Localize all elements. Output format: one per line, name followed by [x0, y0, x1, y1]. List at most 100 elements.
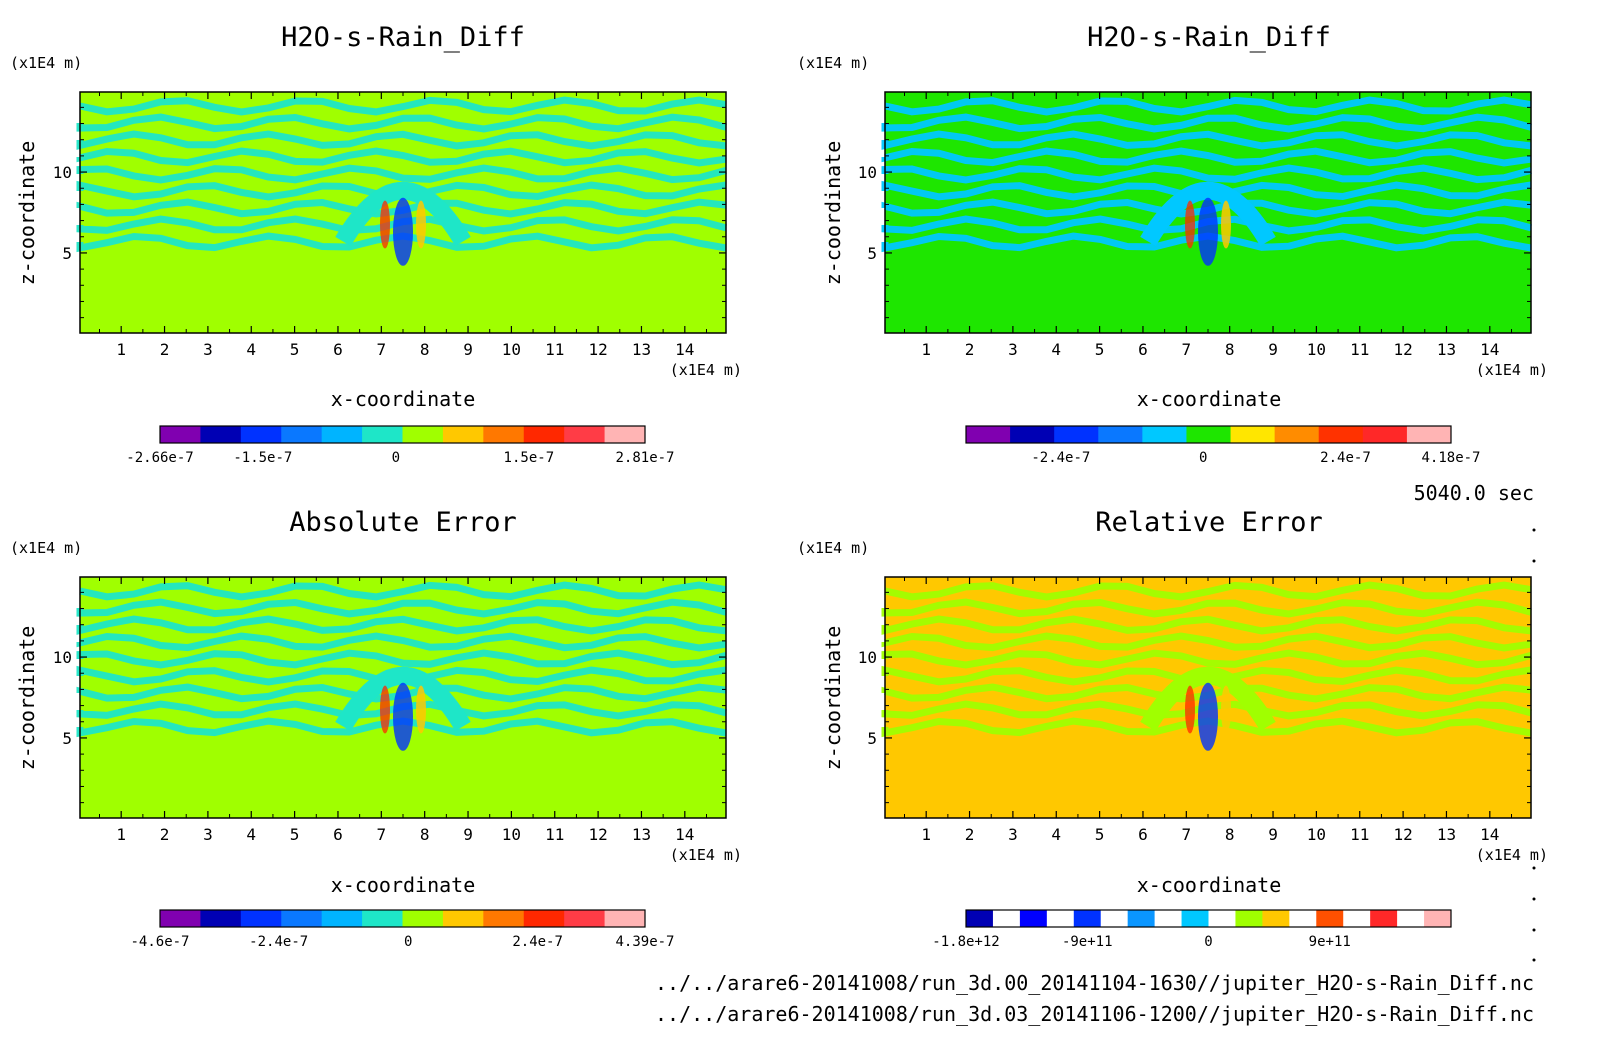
file-path-2: ../../arare6-20141008/run_3d.03_20141106…: [655, 1002, 1534, 1026]
colorbar-frame: [159, 425, 646, 444]
panel-3-x-label: x-coordinate: [331, 873, 476, 897]
x-tick-label: 12: [588, 825, 607, 844]
x-tick-label: 11: [545, 340, 564, 359]
x-tick-label: 12: [1393, 340, 1412, 359]
colorbar-swatch: [1370, 910, 1398, 927]
central-plume: [335, 182, 471, 266]
x-tick-label: 9: [1268, 340, 1278, 359]
panel-4-y-unit: (x1E4 m): [797, 539, 869, 557]
field-contour: [881, 198, 1532, 218]
colorbar-tick-label: -1.8e+12: [932, 934, 999, 950]
field-contour: [76, 198, 727, 218]
colorbar-swatch: [402, 426, 444, 443]
x-tick-label: 5: [290, 340, 300, 359]
x-tick-label: 7: [1182, 825, 1192, 844]
colorbar-swatch: [1046, 910, 1075, 927]
y-tick-label: 5: [867, 244, 877, 263]
colorbar-swatch: [1073, 910, 1102, 927]
field-contour: [881, 130, 1532, 150]
panel-2-colorbar: -2.4e-7 0 2.4e-7 4.18e-7: [965, 425, 1481, 466]
x-tick-label: 5: [1095, 825, 1105, 844]
colorbar-swatch: [1019, 910, 1048, 927]
x-tick-label: 1: [921, 340, 931, 359]
x-tick-label: 3: [1008, 340, 1018, 359]
colorbar-swatch: [1142, 426, 1187, 443]
field-contour: [76, 598, 727, 618]
field-contour: [76, 649, 727, 669]
colorbar-swatch: [1406, 426, 1452, 443]
colorbar-swatch: [160, 910, 201, 927]
time-label: 5040.0 sec: [1414, 481, 1534, 505]
colorbar-swatch: [992, 910, 1021, 927]
x-tick-label: 13: [632, 825, 651, 844]
colorbar-swatch: [1127, 910, 1156, 927]
field-contour: [76, 164, 727, 184]
colorbar-tick-label: -2.4e-7: [249, 934, 308, 950]
colorbar-swatch: [564, 910, 606, 927]
panel-1-x-unit: (x1E4 m): [670, 361, 742, 379]
x-tick-label: 14: [675, 825, 694, 844]
x-tick-label: 10: [1307, 340, 1326, 359]
colorbar-swatch: [604, 426, 646, 443]
panel-3-colorbar: -4.6e-7 -2.4e-7 0 2.4e-7 4.39e-7: [130, 909, 675, 950]
colorbar-swatch: [321, 910, 363, 927]
colorbar-swatch: [966, 910, 994, 927]
panel-3-x-unit: (x1E4 m): [670, 846, 742, 864]
x-tick-label: 4: [1051, 340, 1061, 359]
field-contour: [881, 649, 1532, 669]
field-contour: [881, 683, 1532, 703]
y-tick-label: 10: [53, 648, 72, 667]
colorbar-tick-label: 0: [392, 450, 400, 466]
panel-2-x-unit: (x1E4 m): [1476, 361, 1548, 379]
y-tick-label: 10: [53, 163, 72, 182]
central-plume: [1140, 182, 1276, 266]
x-tick-label: 1: [921, 825, 931, 844]
x-tick-label: 6: [333, 340, 343, 359]
x-tick-label: 13: [1437, 825, 1456, 844]
colorbar-swatch: [160, 426, 201, 443]
field-contour: [76, 615, 727, 635]
x-tick-label: 2: [160, 340, 170, 359]
colorbar-swatch: [604, 910, 646, 927]
panel-3-y-unit: (x1E4 m): [10, 539, 82, 557]
x-tick-label: 5: [290, 825, 300, 844]
field-pattern: [76, 581, 727, 738]
colorbar-tick-label: 4.39e-7: [615, 934, 674, 950]
panel-4-title: Relative Error: [1095, 507, 1323, 538]
colorbar-tick-label: -1.5e-7: [233, 450, 292, 466]
x-tick-label: 8: [1225, 340, 1235, 359]
panel-2: H2O-s-Rain_Diff (x1E4 m) (x1E4 m) x-coor…: [797, 22, 1548, 466]
colorbar-tick-label: -4.6e-7: [130, 934, 189, 950]
colorbar-swatch: [1054, 426, 1099, 443]
field-contour: [881, 717, 1532, 738]
panel-3-title: Absolute Error: [289, 507, 517, 538]
colorbar-tick-label: 4.18e-7: [1421, 450, 1480, 466]
colorbar-tick-label: 0: [1199, 450, 1207, 466]
x-tick-label: 6: [1138, 340, 1148, 359]
colorbar-frame: [965, 425, 1452, 444]
field-contour: [881, 113, 1532, 133]
colorbar-tick-label: -2.4e-7: [1031, 450, 1090, 466]
panel-2-y-unit: (x1E4 m): [797, 54, 869, 72]
panel-1-y-unit: (x1E4 m): [10, 54, 82, 72]
x-tick-label: 5: [1095, 340, 1105, 359]
panel-1: H2O-s-Rain_Diff (x1E4 m) (x1E4 m) x-coor…: [10, 22, 742, 466]
field-contour: [881, 598, 1532, 618]
colorbar-swatch: [1010, 426, 1055, 443]
colorbar-swatch: [362, 426, 403, 443]
colorbar-swatch: [402, 910, 444, 927]
colorbar-swatch: [1100, 910, 1129, 927]
colorbar-swatch: [523, 910, 565, 927]
field-contour: [79, 581, 727, 601]
colorbar-swatch: [1397, 910, 1425, 927]
panel-4-x-label: x-coordinate: [1137, 873, 1282, 897]
field-contour: [76, 232, 727, 253]
x-tick-label: 2: [965, 825, 975, 844]
colorbar-swatch: [321, 426, 363, 443]
colorbar-tick-label: 0: [404, 934, 412, 950]
panel-4: Relative Error (x1E4 m) (x1E4 m) x-coord…: [797, 507, 1548, 950]
field-contour: [881, 615, 1532, 635]
x-tick-label: 14: [1480, 825, 1499, 844]
